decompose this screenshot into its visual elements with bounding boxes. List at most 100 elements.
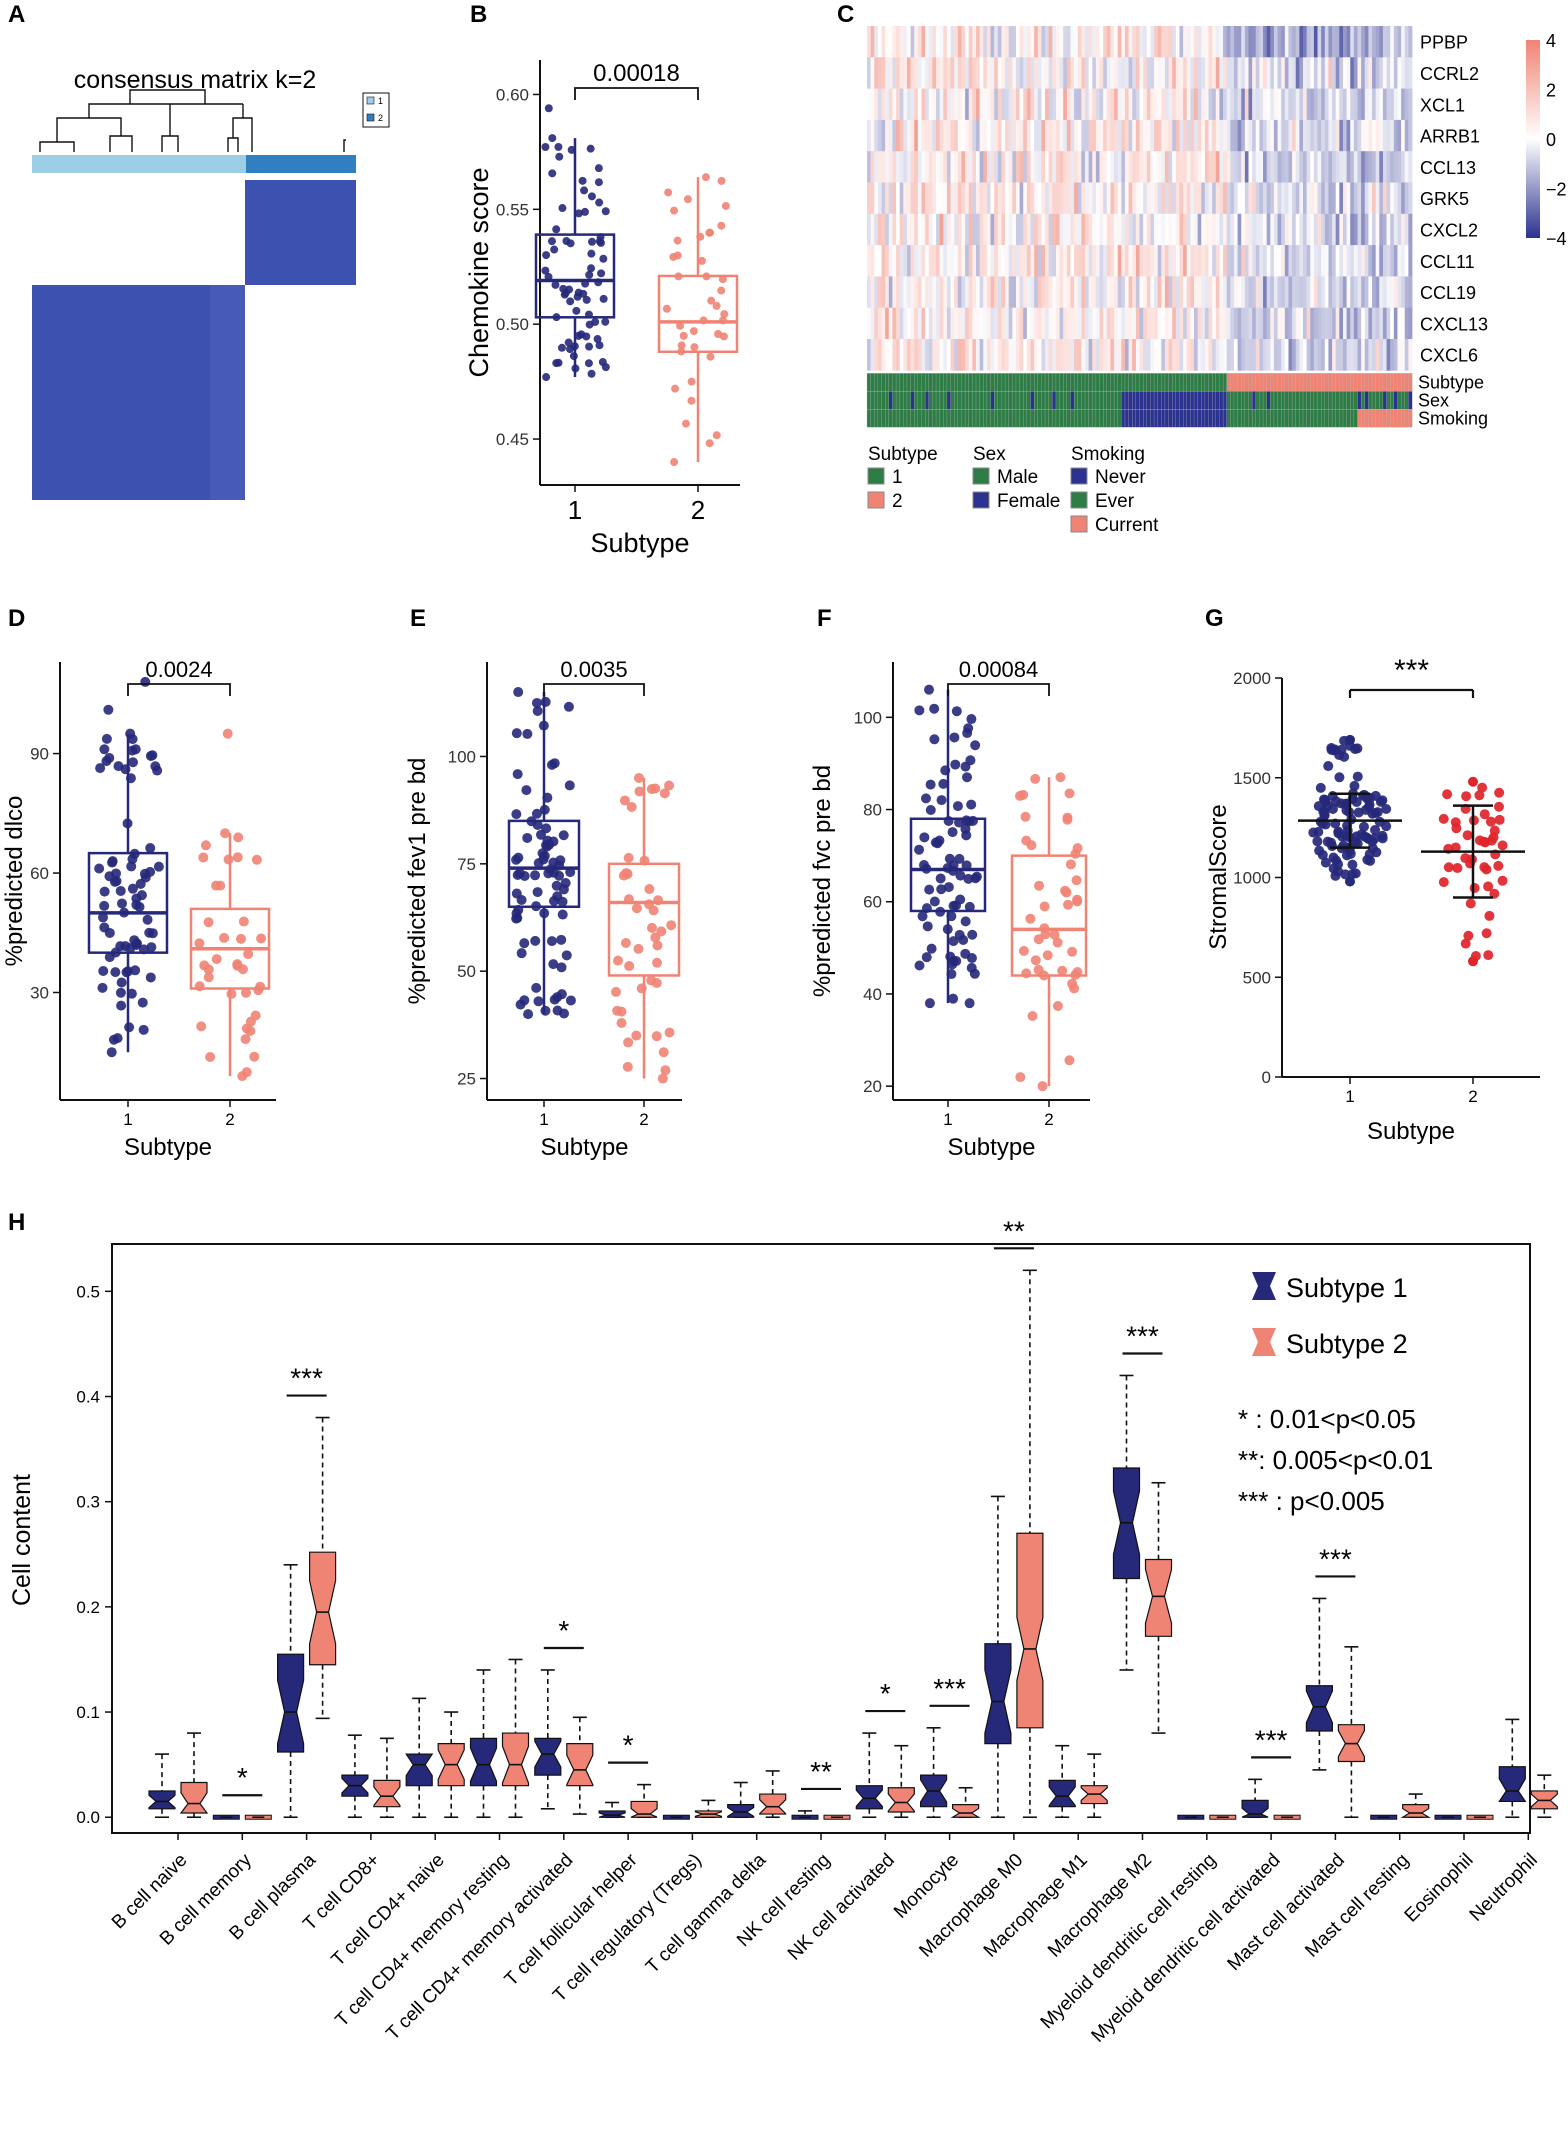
heatmap-cell xyxy=(979,26,984,58)
heatmap-cell xyxy=(972,88,977,121)
annotation-subtype-cell xyxy=(1295,373,1300,392)
heatmap-cell xyxy=(972,245,977,277)
heatmap-cell xyxy=(1103,339,1108,371)
heatmap-cell xyxy=(936,307,941,340)
heatmap-cell xyxy=(1037,213,1042,246)
heatmap-cell xyxy=(885,339,890,371)
heatmap-cell xyxy=(1157,276,1162,309)
heatmap-cell xyxy=(1335,307,1340,340)
data-point xyxy=(664,1027,675,1038)
annotation-smoking-cell xyxy=(946,409,952,428)
heatmap-cell xyxy=(1379,276,1384,309)
heatmap-cell xyxy=(925,276,930,309)
heatmap-cell xyxy=(1015,26,1020,58)
annotation-sex-cell xyxy=(1375,391,1380,410)
heatmap-cell xyxy=(1313,88,1318,121)
heatmap-cell xyxy=(1066,339,1071,371)
heatmap-cell xyxy=(1099,213,1104,246)
annotation-subtype-cell xyxy=(1339,373,1344,392)
annotation-subtype-cell xyxy=(1291,373,1297,392)
heatmap-cell xyxy=(1252,339,1257,371)
heatmap-cell xyxy=(1110,245,1115,277)
annotation-subtype-cell xyxy=(1204,373,1209,392)
data-point xyxy=(938,778,949,789)
heatmap-cell xyxy=(1128,245,1133,277)
annotation-smoking-cell xyxy=(1255,409,1260,428)
heatmap-cell xyxy=(1194,245,1199,277)
heatmap-cell xyxy=(1382,151,1387,183)
data-point xyxy=(564,780,575,791)
annotation-sex-cell xyxy=(1092,391,1097,410)
heatmap-cell xyxy=(946,88,951,121)
heatmap-cell xyxy=(1095,245,1100,277)
heatmap-cell xyxy=(1273,57,1278,89)
significance-stars: *** xyxy=(1126,1320,1159,1351)
heatmap-cell xyxy=(1342,119,1347,152)
heatmap-cell xyxy=(1306,88,1311,121)
heatmap-cell xyxy=(1401,57,1406,89)
heatmap-cell xyxy=(1077,119,1082,152)
annotation-label: Sex xyxy=(1418,390,1449,410)
legend-swatch-subtype-1 xyxy=(1252,1272,1276,1300)
annotation-sex-cell xyxy=(1073,391,1079,410)
heatmap-cell xyxy=(867,276,872,309)
data-point xyxy=(566,239,575,248)
heatmap-cell xyxy=(1194,182,1199,215)
heatmap-cell xyxy=(1059,57,1064,89)
heatmap-cell xyxy=(1037,151,1042,183)
heatmap-cell xyxy=(1077,151,1082,183)
heatmap-cell xyxy=(1361,119,1366,152)
annotation-sex-cell xyxy=(954,391,959,410)
heatmap-cell xyxy=(1059,26,1064,58)
data-point xyxy=(1497,840,1508,851)
heatmap-cell xyxy=(936,182,941,215)
data-point xyxy=(594,164,603,173)
heatmap-cell xyxy=(1037,339,1042,371)
annotation-sex-cell xyxy=(986,391,991,410)
data-point xyxy=(542,373,551,382)
data-point xyxy=(124,1022,135,1033)
annotation-sex-cell xyxy=(888,391,893,410)
x-tick-label: 2 xyxy=(1044,1110,1053,1129)
heatmap-cell xyxy=(1088,339,1093,371)
heatmap-cell xyxy=(1041,307,1046,340)
data-point xyxy=(623,1037,634,1048)
annotation-smoking-cell xyxy=(954,409,959,428)
heatmap-cell xyxy=(1248,276,1253,309)
heatmap-cell xyxy=(1408,276,1413,309)
data-point xyxy=(551,280,560,289)
heatmap-cell xyxy=(1266,88,1271,121)
heatmap-cell xyxy=(1212,307,1217,340)
heatmap-cell xyxy=(976,182,981,215)
heatmap-cell xyxy=(1226,213,1231,246)
heatmap-cell xyxy=(874,26,879,58)
heatmap-cell xyxy=(1237,245,1242,277)
heatmap-cell xyxy=(1346,57,1351,89)
heatmap-cell xyxy=(939,213,944,246)
heatmap-cell xyxy=(1121,307,1126,340)
heatmap-cell xyxy=(1041,26,1046,58)
p-value: 0.00084 xyxy=(959,657,1039,682)
heatmap-cell xyxy=(1183,57,1188,89)
heatmap-cell xyxy=(1179,57,1184,89)
heatmap-cell xyxy=(1175,213,1180,246)
heatmap-cell xyxy=(1052,245,1057,277)
heatmap-cell xyxy=(1092,151,1097,183)
data-point xyxy=(919,832,930,843)
data-point xyxy=(232,852,243,863)
heatmap-cell xyxy=(1237,57,1242,89)
data-point xyxy=(930,837,941,848)
heatmap-cell xyxy=(1197,151,1202,183)
annotation-smoking-cell xyxy=(1026,409,1031,428)
heatmap-cell xyxy=(1299,151,1304,183)
annotation-smoking-cell xyxy=(1157,409,1162,428)
heatmap-cell xyxy=(1045,245,1050,277)
heatmap-cell xyxy=(921,182,926,215)
heatmap-cell xyxy=(1095,307,1100,340)
heatmap-cell xyxy=(1321,88,1326,121)
heatmap-cell xyxy=(1317,245,1322,277)
heatmap-cell xyxy=(1281,88,1286,121)
heatmap-cell xyxy=(1342,213,1347,246)
heatmap-cell xyxy=(965,245,970,277)
data-point xyxy=(601,317,610,326)
